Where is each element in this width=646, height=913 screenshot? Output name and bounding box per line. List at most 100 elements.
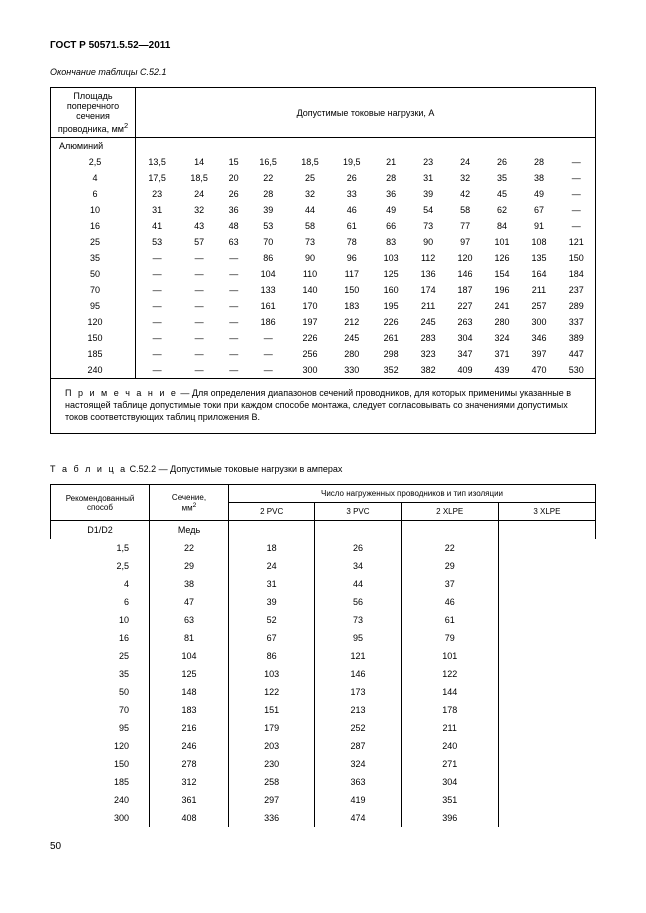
t2-value: 203 <box>229 737 315 755</box>
t2-subcol: 2 XLPE <box>401 503 498 521</box>
t1-cell: 447 <box>557 346 595 362</box>
t2-method-value: D1/D2 <box>51 521 150 540</box>
t2-value: 252 <box>315 719 401 737</box>
t2-value: 183 <box>150 701 229 719</box>
t1-header-left: Площадь поперечного сечения проводника, … <box>51 88 136 138</box>
t1-cell: — <box>220 314 247 330</box>
t1-cell: 19,5 <box>331 154 373 170</box>
t1-cell: 187 <box>447 282 484 298</box>
t2-value: 46 <box>401 593 498 611</box>
t1-cell: 346 <box>521 330 558 346</box>
t2-section: 4 <box>51 575 150 593</box>
t2-value: 240 <box>401 737 498 755</box>
t1-cell: 67 <box>521 202 558 218</box>
t2-value: 148 <box>150 683 229 701</box>
t1-cell: — <box>220 282 247 298</box>
t1-cell: 211 <box>521 282 558 298</box>
t1-cell: — <box>220 362 247 379</box>
t2-section: 120 <box>51 737 150 755</box>
t2-subcol: 2 PVC <box>229 503 315 521</box>
t1-cell: — <box>247 362 289 379</box>
t1-cell: — <box>220 250 247 266</box>
t1-cell: 73 <box>410 218 447 234</box>
t2-value: 44 <box>315 575 401 593</box>
t1-cell: — <box>136 282 179 298</box>
table2: Рекомендованный способ Сечение, мм2 Числ… <box>50 484 596 827</box>
t1-header-left-text: Площадь поперечного сечения проводника, … <box>58 91 124 134</box>
t1-cell: 110 <box>289 266 331 282</box>
t1-cell: — <box>220 330 247 346</box>
t1-cell: 33 <box>331 186 373 202</box>
t1-cell: 24 <box>178 186 220 202</box>
t2-value: 351 <box>401 791 498 809</box>
t1-cell: 62 <box>484 202 521 218</box>
t1-cell: 91 <box>521 218 558 234</box>
t2-section: 300 <box>51 809 150 827</box>
t1-cell: 256 <box>289 346 331 362</box>
t1-cell: 73 <box>289 234 331 250</box>
t1-cell: 28 <box>373 170 410 186</box>
t1-cell: 183 <box>331 298 373 314</box>
t1-cell: 117 <box>331 266 373 282</box>
t1-cell: 22 <box>247 170 289 186</box>
t1-cell: 103 <box>373 250 410 266</box>
t1-cell: 36 <box>373 186 410 202</box>
t1-cell: — <box>178 266 220 282</box>
t1-cell: — <box>557 154 595 170</box>
t1-row-label: 150 <box>51 330 136 346</box>
t1-cell: 26 <box>220 186 247 202</box>
t1-cell: 245 <box>331 330 373 346</box>
t2-value: 104 <box>150 647 229 665</box>
t1-cell: 154 <box>484 266 521 282</box>
t2-section: 150 <box>51 755 150 773</box>
t1-cell: 245 <box>410 314 447 330</box>
t1-cell: 39 <box>247 202 289 218</box>
t1-row-label: 185 <box>51 346 136 362</box>
t2-value: 324 <box>315 755 401 773</box>
t1-cell: 36 <box>220 202 247 218</box>
t2-section: 1,5 <box>51 539 150 557</box>
t1-cell: 136 <box>410 266 447 282</box>
t2-value: 216 <box>150 719 229 737</box>
t1-cell: 347 <box>447 346 484 362</box>
t1-cell: 133 <box>247 282 289 298</box>
t1-cell: 280 <box>331 346 373 362</box>
t2-value: 144 <box>401 683 498 701</box>
t1-cell: 227 <box>447 298 484 314</box>
table2-caption: Т а б л и ц а С.52.2 — Допустимые токовы… <box>50 464 596 474</box>
t1-row-label: 240 <box>51 362 136 379</box>
t2-value: 81 <box>150 629 229 647</box>
t1-cell: 20 <box>220 170 247 186</box>
t1-row-label: 35 <box>51 250 136 266</box>
t1-cell: 470 <box>521 362 558 379</box>
t1-material-label: Алюминий <box>51 138 136 155</box>
t1-cell: 17,5 <box>136 170 179 186</box>
t1-cell: 330 <box>331 362 373 379</box>
t1-cell: 70 <box>247 234 289 250</box>
t2-value: 336 <box>229 809 315 827</box>
t1-cell: 126 <box>484 250 521 266</box>
t1-cell: 48 <box>220 218 247 234</box>
t1-cell: — <box>178 346 220 362</box>
t1-cell: 135 <box>521 250 558 266</box>
t1-cell: 226 <box>289 330 331 346</box>
t1-cell: — <box>247 330 289 346</box>
t2-col-group: Число нагруженных проводников и тип изол… <box>229 485 596 503</box>
t1-cell: 90 <box>289 250 331 266</box>
t2-value: 34 <box>315 557 401 575</box>
t2-value: 312 <box>150 773 229 791</box>
t1-cell: 112 <box>410 250 447 266</box>
t1-cell: — <box>136 250 179 266</box>
t1-cell: 32 <box>447 170 484 186</box>
t1-cell: 241 <box>484 298 521 314</box>
t1-cell: 32 <box>178 202 220 218</box>
t2-value: 29 <box>150 557 229 575</box>
t1-cell: 121 <box>557 234 595 250</box>
t2-value: 37 <box>401 575 498 593</box>
t2-value: 213 <box>315 701 401 719</box>
t2-section: 25 <box>51 647 150 665</box>
t1-cell: 58 <box>447 202 484 218</box>
t2-value: 38 <box>150 575 229 593</box>
t1-cell: 45 <box>484 186 521 202</box>
t1-cell: 35 <box>484 170 521 186</box>
